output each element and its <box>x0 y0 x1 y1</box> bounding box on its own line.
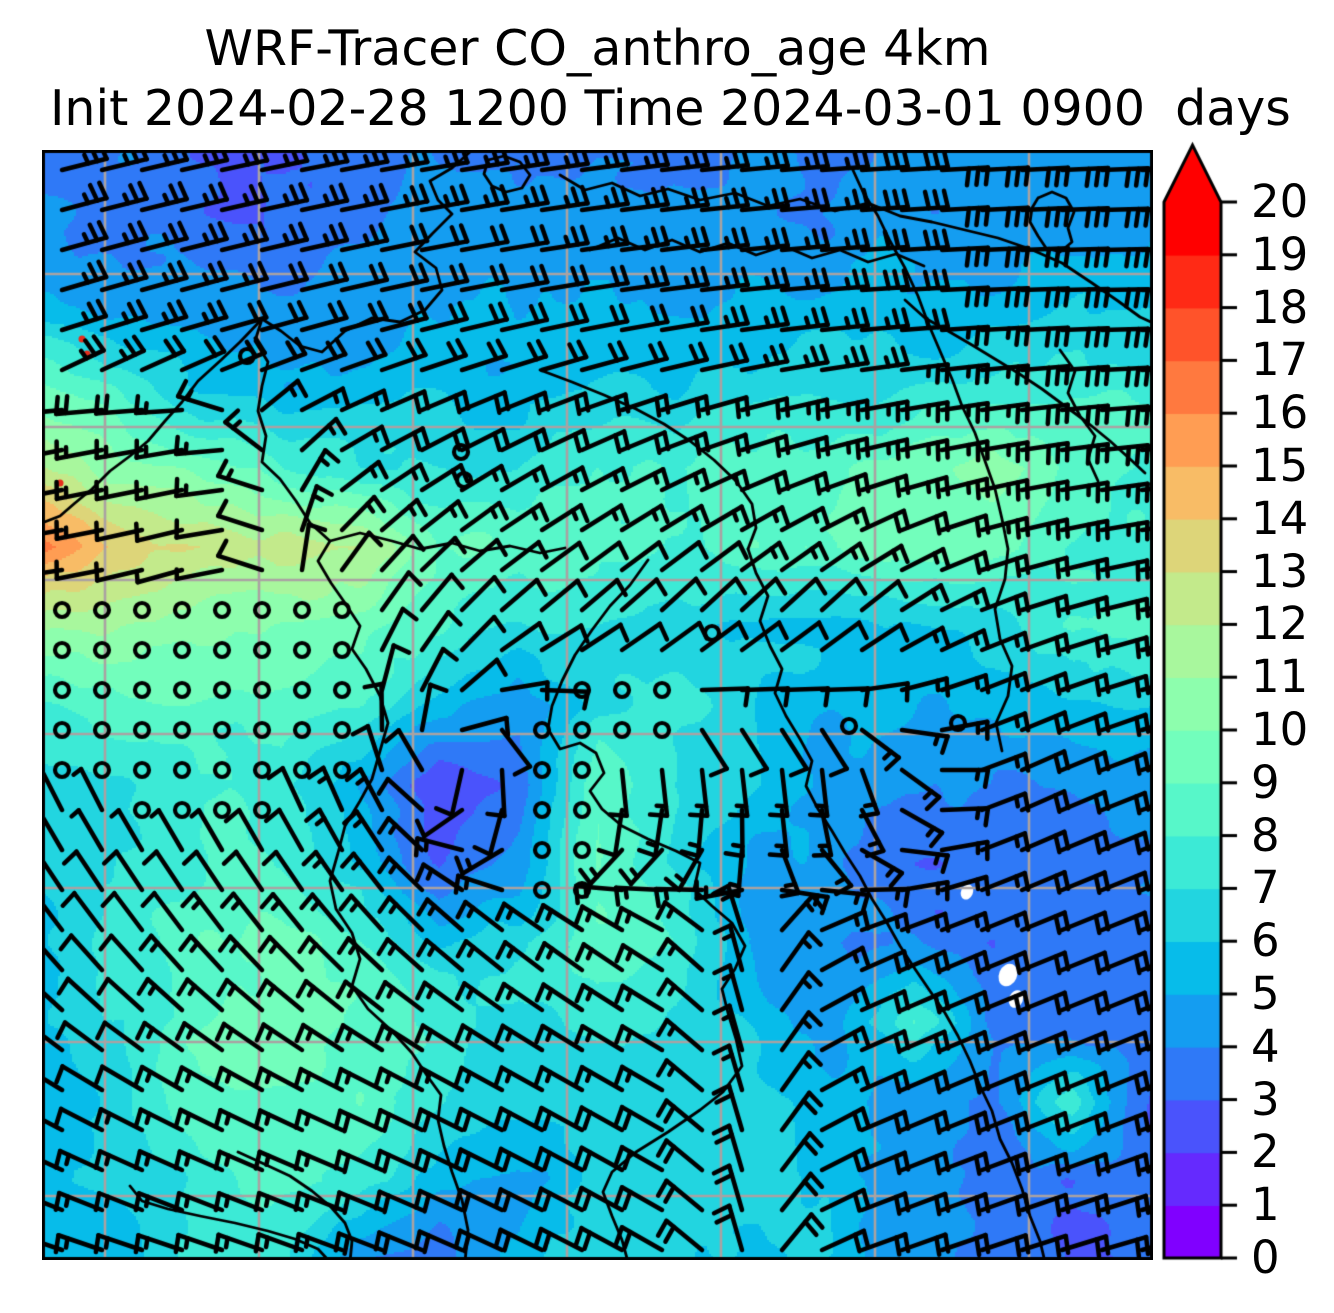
colorbar-unit-label: days <box>1175 80 1291 137</box>
colorbar <box>1155 138 1285 1283</box>
colorbar-tick-label: 3 <box>1251 1072 1280 1126</box>
colorbar-tick-label: 8 <box>1251 808 1280 862</box>
colorbar-tick-label: 0 <box>1251 1231 1280 1284</box>
colorbar-tick-label: 1 <box>1251 1178 1280 1232</box>
colorbar-tick-label: 18 <box>1251 280 1309 334</box>
plot-title-line1: WRF-Tracer CO_anthro_age 4km <box>204 20 991 77</box>
plot-title-line2: Init 2024-02-28 1200 Time 2024-03-01 090… <box>49 80 1146 137</box>
colorbar-tick-label: 14 <box>1251 491 1309 545</box>
map-plot-area <box>42 150 1153 1260</box>
colorbar-tick-label: 11 <box>1251 650 1309 704</box>
colorbar-tick-label: 9 <box>1251 755 1280 809</box>
colorbar-tick-label: 20 <box>1251 175 1309 228</box>
colorbar-tick-label: 19 <box>1251 227 1309 281</box>
colorbar-tick-label: 4 <box>1251 1019 1280 1073</box>
colorbar-tick-label: 12 <box>1251 597 1309 651</box>
colorbar-tick-label: 15 <box>1251 439 1309 492</box>
colorbar-tick-label: 5 <box>1251 967 1280 1020</box>
colorbar-tick-label: 6 <box>1251 914 1280 968</box>
colorbar-tick-label: 10 <box>1251 703 1309 756</box>
colorbar-tick-label: 7 <box>1251 861 1280 915</box>
colorbar-tick-label: 16 <box>1251 386 1309 440</box>
colorbar-tick-label: 2 <box>1251 1125 1280 1179</box>
colorbar-tick-label: 17 <box>1251 333 1309 387</box>
colorbar-tick-label: 13 <box>1251 544 1309 598</box>
